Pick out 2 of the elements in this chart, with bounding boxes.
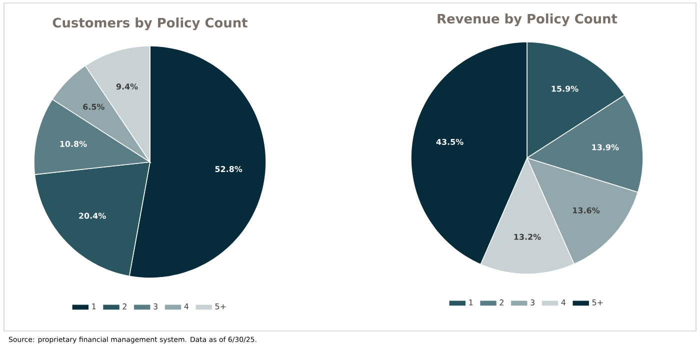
chart-title: Customers by Policy Count: [52, 18, 248, 30]
chart-title: Revenue by Policy Count: [438, 14, 618, 26]
